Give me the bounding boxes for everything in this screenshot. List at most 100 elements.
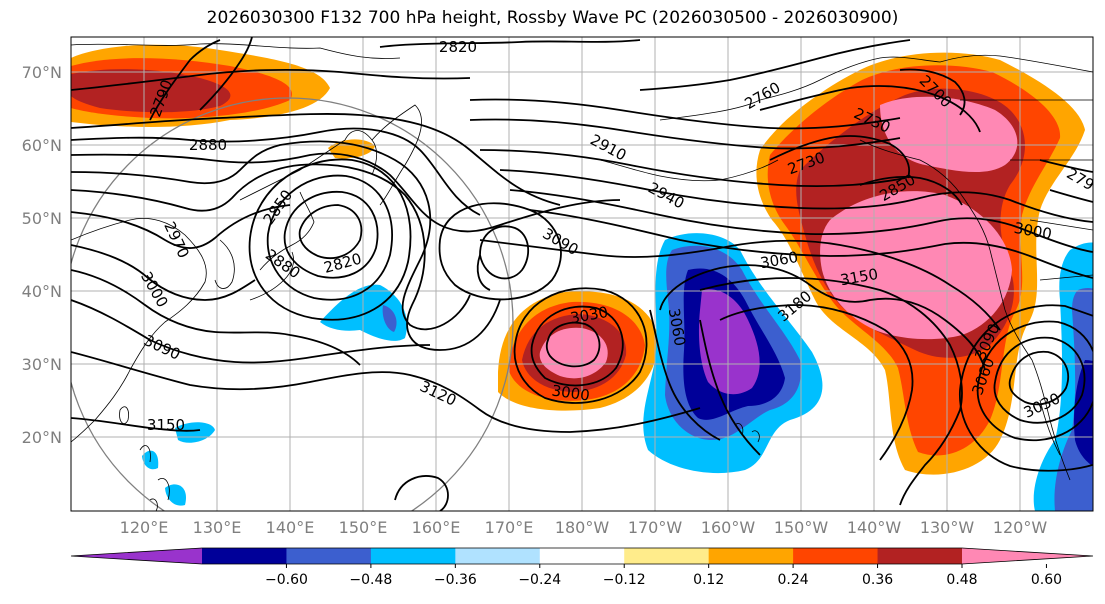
contour-e2 bbox=[469, 118, 901, 150]
contour-d bbox=[71, 269, 361, 366]
contour-c bbox=[71, 113, 561, 206]
anomaly-positive-alaska-core bbox=[880, 96, 1018, 173]
contour-2910 bbox=[71, 152, 621, 233]
anomaly-negative-japan bbox=[320, 284, 408, 341]
contour-low-east-4 bbox=[959, 304, 1093, 472]
contour-high-east-2 bbox=[699, 319, 761, 456]
longitude-label: 180°W bbox=[555, 518, 610, 537]
contour-b bbox=[199, 37, 253, 111]
contour-high-east-1 bbox=[649, 309, 721, 441]
longitude-label: 170°E bbox=[485, 518, 534, 537]
contour-2940 bbox=[479, 149, 906, 188]
coastline-china bbox=[71, 218, 207, 443]
contour-3120 bbox=[71, 351, 701, 433]
contour-e6 bbox=[529, 209, 1093, 279]
coastline-canada-interior bbox=[960, 99, 1093, 281]
colorbar-tick-label: 0.60 bbox=[1031, 572, 1062, 588]
longitude-label: 160°W bbox=[701, 518, 756, 537]
longitude-label: 140°W bbox=[847, 518, 902, 537]
longitude-label: 120°E bbox=[120, 518, 169, 537]
coastline-aleutians bbox=[599, 159, 779, 182]
contour-2730-b bbox=[769, 135, 910, 179]
colorbar-tick-label: 0.24 bbox=[778, 572, 809, 588]
contour-2760 bbox=[639, 39, 911, 91]
latitude-label: 20°N bbox=[22, 428, 62, 447]
colorbar-tick-label: −0.60 bbox=[265, 572, 308, 588]
colorbar-segment bbox=[793, 548, 879, 564]
latitude-label: 70°N bbox=[22, 63, 62, 82]
map-frame bbox=[70, 36, 1094, 512]
contour-ridge-1 bbox=[479, 225, 530, 280]
contour-2970 bbox=[71, 204, 291, 249]
contour-3150-east bbox=[699, 277, 963, 506]
contour-2850-east bbox=[859, 175, 963, 206]
latitude-label: 60°N bbox=[22, 136, 62, 155]
map-title: 2026030300 F132 700 hPa height, Rossby W… bbox=[206, 8, 899, 28]
contour-3090-west bbox=[71, 299, 431, 364]
contour-low-2 bbox=[283, 191, 379, 279]
anomaly-negative-east-pacific-core bbox=[698, 289, 760, 395]
contour-label: 2880 bbox=[189, 136, 227, 154]
colorbar-segment bbox=[370, 548, 456, 564]
colorbar-tick-label: 0.36 bbox=[862, 572, 893, 588]
colorbar-tick-label: −0.24 bbox=[518, 572, 561, 588]
contour-2700 bbox=[899, 68, 966, 116]
contour-trough-2 bbox=[71, 163, 501, 351]
colorbar-tick-label: 0.48 bbox=[946, 572, 977, 588]
longitude-label: 120°W bbox=[993, 518, 1048, 537]
contour-e4 bbox=[499, 169, 1093, 223]
colorbar-tick-label: −0.48 bbox=[349, 572, 392, 588]
contour-3180 bbox=[719, 304, 914, 461]
contour-e5 bbox=[509, 189, 1093, 253]
colorbar-outline bbox=[70, 547, 1094, 565]
reference-circle bbox=[71, 97, 514, 511]
colorbar-segment bbox=[202, 548, 287, 564]
colorbar-extend-min bbox=[71, 548, 202, 564]
colorbar-tick-label: −0.36 bbox=[434, 572, 477, 588]
longitude-axis: 120°E 130°E 140°E 150°E 160°E 170°E 180°… bbox=[120, 518, 1048, 537]
contour-east-edge bbox=[1039, 159, 1093, 203]
contour-high-outer bbox=[513, 287, 648, 404]
longitude-label: 150°W bbox=[774, 518, 829, 537]
longitude-label: 140°E bbox=[266, 518, 315, 537]
contour-label: 2820 bbox=[439, 38, 477, 56]
colorbar-segment bbox=[539, 548, 625, 564]
coastline-philippines bbox=[139, 445, 170, 511]
coastline-alaska bbox=[659, 54, 1093, 121]
anomaly-negative-philippine-1 bbox=[175, 422, 215, 443]
contour-3060-east bbox=[659, 264, 986, 371]
contour-label: 3000 bbox=[551, 381, 591, 404]
colorbar-tick-label: −0.12 bbox=[603, 572, 646, 588]
contour-3000-west bbox=[71, 244, 256, 301]
anomaly-positive-alaska-core-2 bbox=[820, 191, 1012, 340]
contour-low-1 bbox=[298, 204, 363, 260]
latitude-label: 40°N bbox=[22, 282, 62, 301]
latitude-label: 30°N bbox=[22, 355, 62, 374]
anomaly-positive-siberia-inner bbox=[71, 69, 231, 113]
colorbar-segment bbox=[877, 548, 963, 564]
contour-low-east-2 bbox=[993, 336, 1086, 424]
colorbar-extend-max bbox=[962, 548, 1093, 564]
longitude-label: 130°E bbox=[193, 518, 242, 537]
latitude-label: 50°N bbox=[22, 209, 62, 228]
contour-3000-high bbox=[530, 305, 624, 387]
height-contours bbox=[71, 37, 1093, 511]
contour-low-3 bbox=[266, 174, 393, 301]
coastline-hawaii bbox=[734, 423, 760, 443]
contour-south-small-2 bbox=[476, 254, 491, 291]
colorbar: −0.60 −0.48 −0.36 −0.24 −0.12 0.12 0.24 0.36 0.4… bbox=[70, 547, 1094, 588]
contour-2820-north bbox=[379, 39, 641, 48]
contour-2880-a bbox=[71, 127, 481, 216]
latitude-axis: 70°N 60°N 50°N 40°N 30°N 20°N bbox=[22, 63, 62, 447]
contour-low-east-3 bbox=[976, 320, 1093, 442]
coastline-korea bbox=[214, 239, 235, 289]
contour-label: 3150 bbox=[147, 416, 185, 434]
anomaly-negative-philippine-3 bbox=[165, 484, 186, 506]
colorbar-tick-label: 0.12 bbox=[693, 572, 724, 588]
colorbar-segment bbox=[708, 548, 794, 564]
contour-2730-a bbox=[759, 85, 981, 133]
contour-south-small-1 bbox=[394, 475, 449, 511]
longitude-label: 160°E bbox=[412, 518, 461, 537]
coastline-taiwan bbox=[119, 406, 129, 424]
